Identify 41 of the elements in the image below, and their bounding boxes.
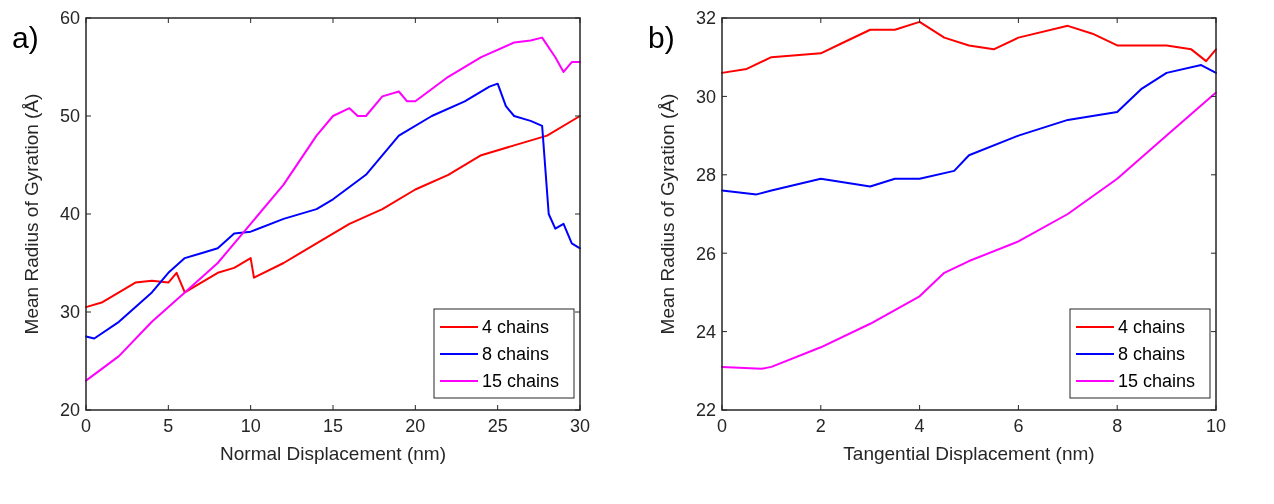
y-tick-label: 30 bbox=[695, 86, 716, 107]
legend-label: 8 chains bbox=[482, 344, 550, 365]
x-tick-label: 2 bbox=[815, 416, 826, 436]
x-tick-label: 0 bbox=[80, 416, 92, 436]
x-tick-label: 25 bbox=[487, 416, 508, 436]
x-tick-label: 10 bbox=[240, 416, 261, 436]
legend-label: 8 chains bbox=[1118, 344, 1186, 365]
y-axis-title: Mean Radius of Gyration (Å) bbox=[657, 93, 678, 335]
legend-label: 15 chains bbox=[482, 371, 560, 392]
y-tick-label: 30 bbox=[59, 302, 80, 323]
chart-title: a) bbox=[12, 21, 39, 54]
x-tick-label: 5 bbox=[163, 416, 174, 436]
x-axis-title: Normal Displacement (nm) bbox=[220, 443, 446, 464]
x-tick-label: 6 bbox=[1013, 416, 1024, 436]
y-axis-title: Mean Radius of Gyration (Å) bbox=[21, 93, 42, 335]
y-tick-label: 28 bbox=[695, 165, 716, 186]
x-tick-label: 8 bbox=[1112, 416, 1123, 436]
x-tick-label: 10 bbox=[1205, 416, 1227, 436]
y-tick-label: 50 bbox=[59, 106, 80, 127]
legend-label: 15 chains bbox=[1118, 371, 1196, 392]
y-tick-label: 22 bbox=[695, 400, 716, 421]
y-tick-label: 40 bbox=[59, 204, 80, 225]
x-tick-label: 20 bbox=[405, 416, 426, 436]
legend-label: 4 chains bbox=[1118, 317, 1186, 338]
line-series bbox=[721, 20, 1217, 74]
y-tick-label: 60 bbox=[59, 8, 80, 29]
y-tick-label: 26 bbox=[695, 243, 716, 264]
line-series bbox=[85, 115, 581, 309]
line-series bbox=[721, 64, 1217, 196]
x-tick-label: 30 bbox=[569, 416, 591, 436]
y-tick-label: 32 bbox=[695, 8, 716, 29]
legend-label: 4 chains bbox=[482, 317, 550, 338]
line-series bbox=[721, 91, 1217, 370]
x-tick-label: 0 bbox=[716, 416, 728, 436]
line-series bbox=[85, 82, 581, 340]
y-tick-label: 24 bbox=[695, 321, 716, 342]
x-tick-label: 4 bbox=[914, 416, 925, 436]
x-axis-title: Tangential Displacement (nm) bbox=[843, 443, 1095, 464]
x-tick-label: 15 bbox=[322, 416, 344, 436]
chart-title: b) bbox=[648, 21, 675, 54]
y-tick-label: 20 bbox=[59, 400, 80, 421]
